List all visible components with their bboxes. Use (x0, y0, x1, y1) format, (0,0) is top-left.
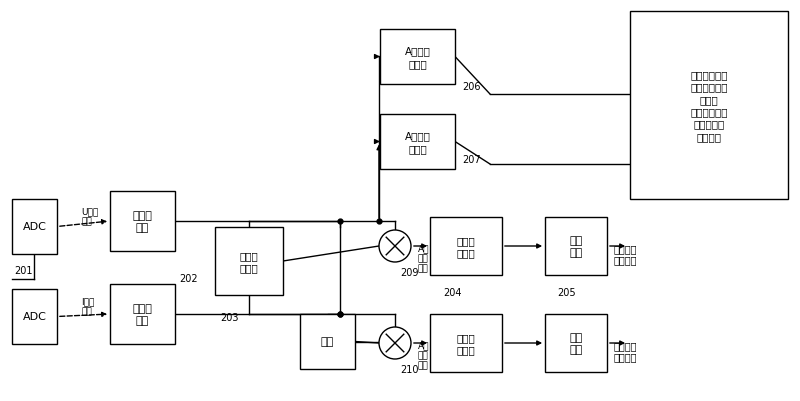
Text: 203: 203 (220, 312, 238, 322)
Bar (380, 30, 455, 85)
Text: 有功电能
脉冲输出: 有功电能 脉冲输出 (614, 243, 638, 265)
Bar (110, 192, 175, 251)
Text: 210: 210 (400, 364, 418, 374)
Text: 202: 202 (179, 273, 198, 283)
Text: 移相: 移相 (321, 337, 334, 346)
Text: 功率
积分: 功率 积分 (570, 235, 582, 257)
Text: U采样
数据: U采样 数据 (81, 207, 98, 226)
Text: 206: 206 (462, 82, 481, 92)
Bar (545, 217, 607, 275)
Bar (12, 289, 57, 344)
Bar (430, 314, 502, 372)
Text: ADC: ADC (22, 222, 46, 232)
Text: A相
有功
功率: A相 有功 功率 (418, 243, 430, 273)
Text: 功率增
益校正: 功率增 益校正 (457, 235, 475, 257)
Text: 功率
积分: 功率 积分 (570, 332, 582, 354)
Text: 204: 204 (443, 287, 462, 297)
Text: 209: 209 (400, 267, 418, 277)
Text: 数字滤
波器: 数字滤 波器 (133, 303, 153, 325)
Text: A相电压
有效值: A相电压 有效值 (405, 46, 430, 69)
Text: 207: 207 (462, 155, 481, 164)
Bar (630, 12, 788, 200)
Bar (380, 115, 455, 170)
Text: A相电流
有效值: A相电流 有效值 (405, 131, 430, 153)
Text: A相
无功
功率: A相 无功 功率 (418, 340, 430, 370)
Text: 相位误
差校正: 相位误 差校正 (240, 250, 258, 273)
Circle shape (379, 231, 411, 262)
Text: 无功电能
脉冲输出: 无功电能 脉冲输出 (614, 340, 638, 362)
Text: 其他参数；基
波电能；基波
功率；
基波有效值；
实在电能；
实在功率: 其他参数；基 波电能；基波 功率； 基波有效值； 实在电能； 实在功率 (690, 70, 728, 142)
Bar (12, 200, 57, 254)
Bar (215, 227, 283, 295)
Text: ADC: ADC (22, 312, 46, 322)
Text: 205: 205 (557, 287, 576, 297)
Text: 功率增
益校正: 功率增 益校正 (457, 332, 475, 354)
Bar (110, 284, 175, 344)
Bar (430, 217, 502, 275)
Text: 数字滤
波器: 数字滤 波器 (133, 210, 153, 233)
Text: I采样
数据: I采样 数据 (81, 296, 94, 316)
Bar (545, 314, 607, 372)
Circle shape (379, 327, 411, 359)
Text: 201: 201 (14, 265, 33, 275)
Bar (300, 314, 355, 369)
